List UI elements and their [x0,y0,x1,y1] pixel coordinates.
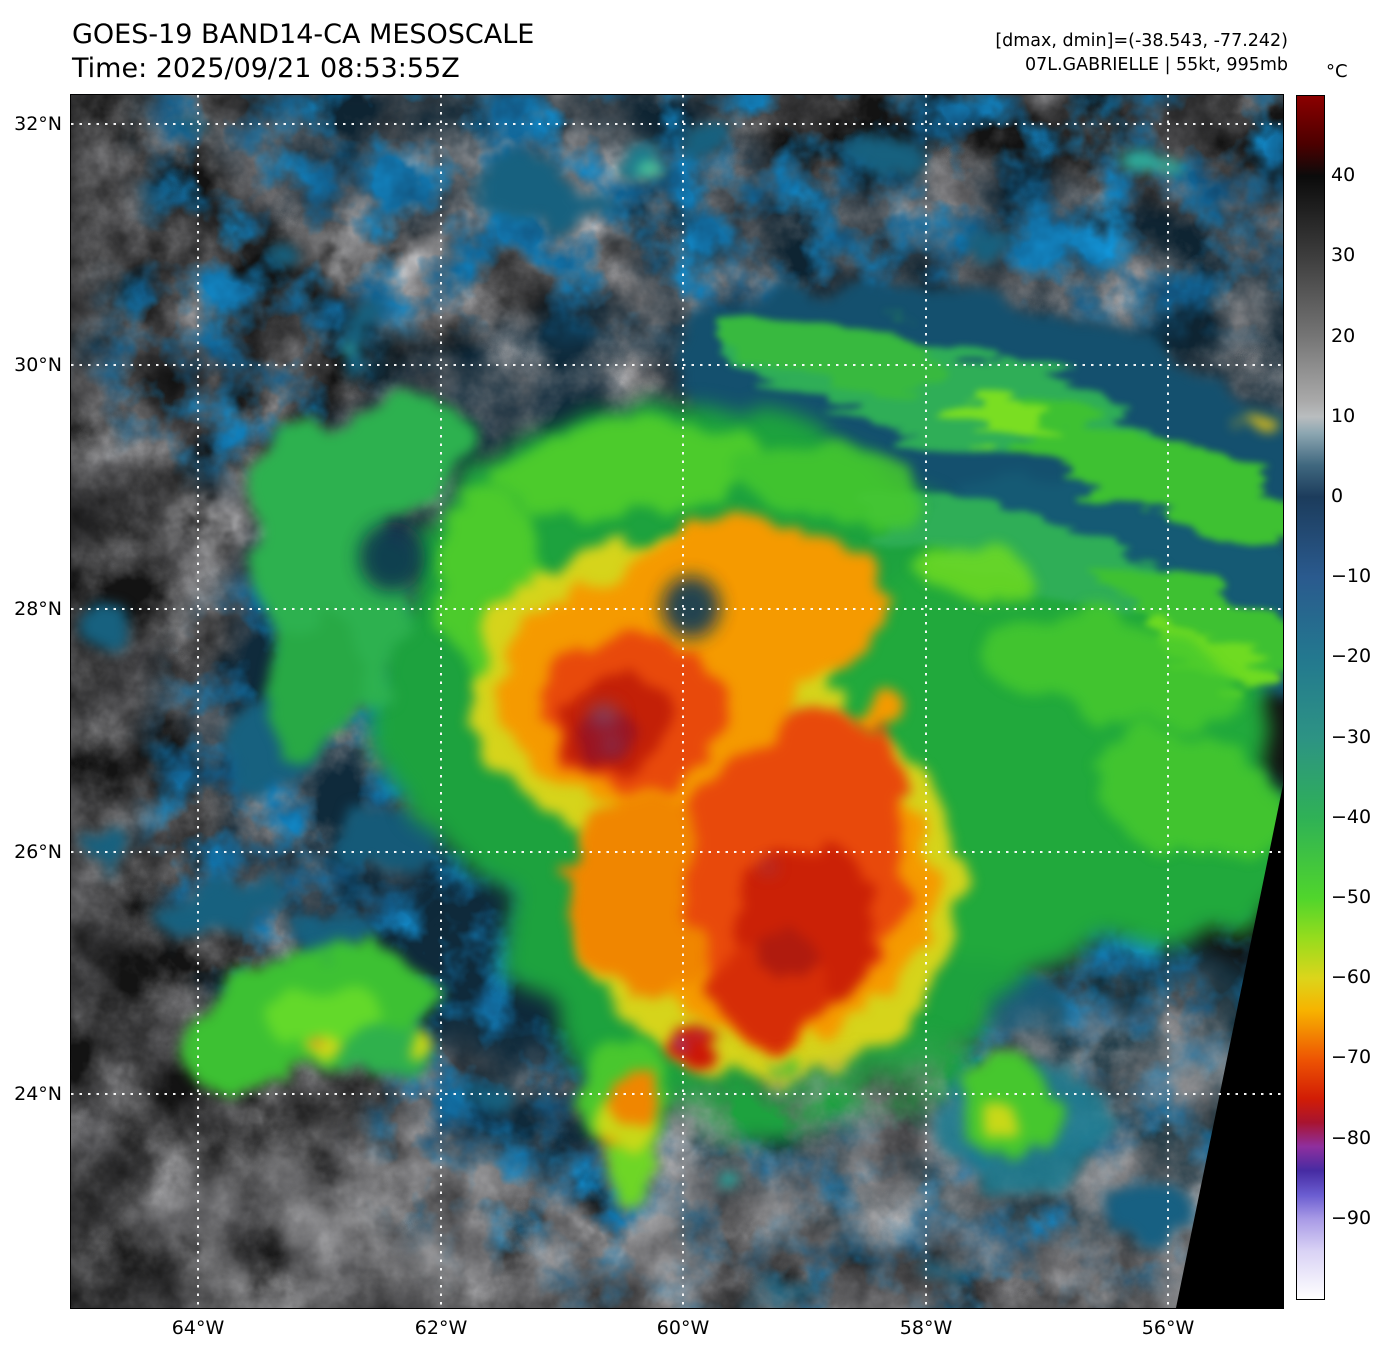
colorbar-tick-label: −70 [1331,1046,1372,1069]
lat-label: 26°N [14,841,62,863]
storm-info-label: 07L.GABRIELLE | 55kt, 995mb [1024,55,1288,75]
satellite-image [71,95,1283,1308]
page-title: GOES-19 BAND14-CA MESOSCALE [72,19,535,50]
lon-label: 62°W [414,1317,468,1339]
colorbar-tick-label: −30 [1331,725,1372,748]
colorbar-tick-label: −90 [1331,1206,1372,1229]
colorbar-tick-label: 20 [1331,324,1356,347]
lon-label: 64°W [171,1317,225,1339]
lon-label: 56°W [1141,1317,1195,1339]
colorbar [1296,95,1325,1300]
lat-label: 32°N [14,113,62,135]
dmax-dmin-label: [dmax, dmin]=(-38.543, -77.242) [995,31,1288,51]
annotation-block: [dmax, dmin]=(-38.543, -77.242) 07L.GABR… [995,29,1288,77]
colorbar-gradient [1297,96,1324,1299]
colorbar-tick-label: −20 [1331,645,1372,668]
lat-label: 28°N [14,598,62,620]
lat-label: 30°N [14,354,62,376]
time-label: Time: 2025/09/21 08:53:55Z [72,53,460,84]
colorbar-unit: °C [1326,61,1348,82]
colorbar-tick-label: −10 [1331,565,1372,588]
colorbar-tick-label: −50 [1331,886,1372,908]
colorbar-tick-label: 10 [1331,404,1356,427]
title-block: GOES-19 BAND14-CA MESOSCALE Time: 2025/0… [72,18,534,86]
lon-label: 58°W [899,1317,953,1339]
lon-label: 60°W [656,1317,710,1339]
colorbar-tick-label: 40 [1331,164,1356,187]
colorbar-tick-label: −60 [1331,966,1372,989]
colorbar-tick-label: 30 [1331,244,1356,267]
colorbar-tick-label: 0 [1331,485,1344,507]
map-area: Copyright © 2020-2025 Dapiya [70,94,1284,1309]
colorbar-tick-label: −40 [1331,805,1372,828]
lat-label: 24°N [14,1083,62,1105]
colorbar-tick-label: −80 [1331,1126,1372,1149]
scan-edge-wedge [1176,785,1283,1308]
